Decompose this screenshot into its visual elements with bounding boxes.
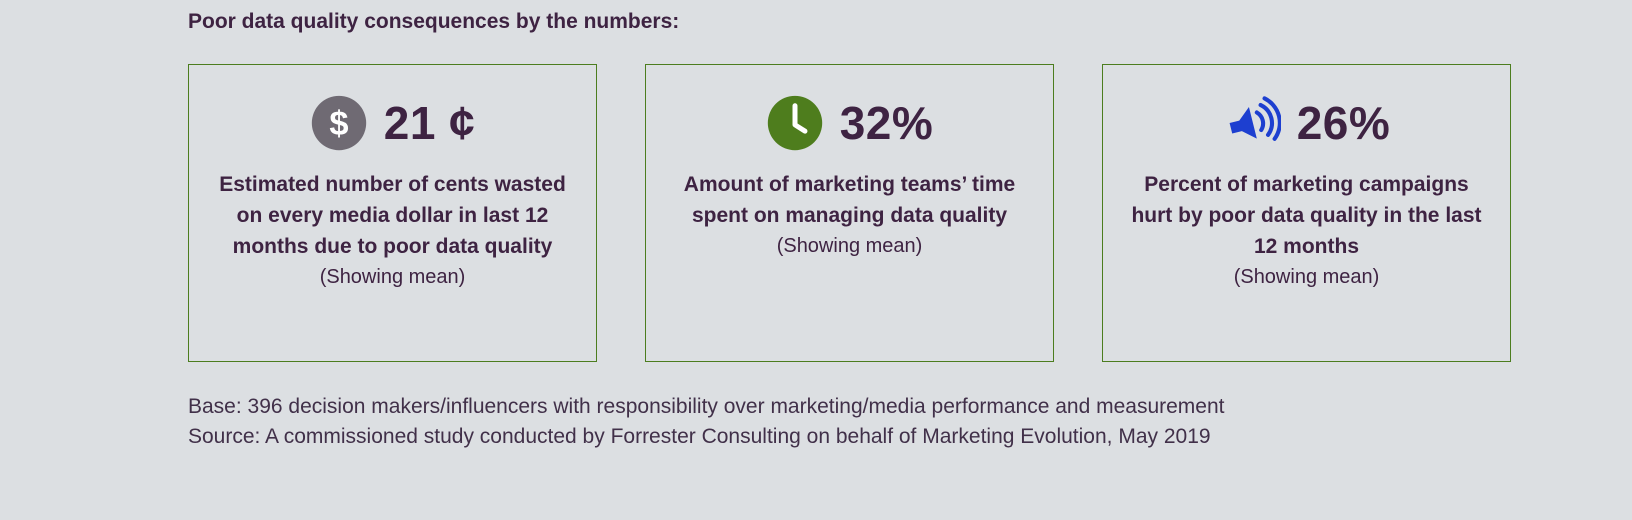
stat-card-header: $ 21 ¢ <box>213 93 572 153</box>
infographic-content: Poor data quality consequences by the nu… <box>188 10 1518 452</box>
stat-card-campaigns-hurt: 26% Percent of marketing campaigns hurt … <box>1102 64 1511 362</box>
stat-value: 21 ¢ <box>383 97 476 149</box>
base-note: Base: 396 decision makers/influencers wi… <box>188 395 1225 418</box>
stat-card-time-spent: 32% Amount of marketing teams’ time spen… <box>645 64 1054 362</box>
stat-value: 32% <box>839 97 934 149</box>
svg-text:$: $ <box>329 105 348 143</box>
stat-description: Estimated number of cents wasted on ever… <box>219 173 566 258</box>
stat-card-cents-wasted: $ 21 ¢ Estimated number of cents wasted … <box>188 64 597 362</box>
stat-cards: $ 21 ¢ Estimated number of cents wasted … <box>188 64 1518 362</box>
source-note: Source: A commissioned study conducted b… <box>188 425 1211 448</box>
stat-note: (Showing mean) <box>319 266 466 288</box>
megaphone-icon <box>1223 94 1282 152</box>
stat-value: 26% <box>1296 97 1391 149</box>
stat-card-header: 26% <box>1127 93 1486 153</box>
stat-note: (Showing mean) <box>1233 266 1380 288</box>
stat-card-header: 32% <box>670 93 1029 153</box>
clock-icon <box>766 94 824 152</box>
dollar-icon: $ <box>310 94 368 152</box>
page-title: Poor data quality consequences by the nu… <box>188 10 680 33</box>
footnotes: Base: 396 decision makers/influencers wi… <box>188 392 1518 452</box>
stat-description: Amount of marketing teams’ time spent on… <box>683 173 1016 227</box>
stat-note: (Showing mean) <box>776 235 923 257</box>
stat-description: Percent of marketing campaigns hurt by p… <box>1131 173 1482 258</box>
